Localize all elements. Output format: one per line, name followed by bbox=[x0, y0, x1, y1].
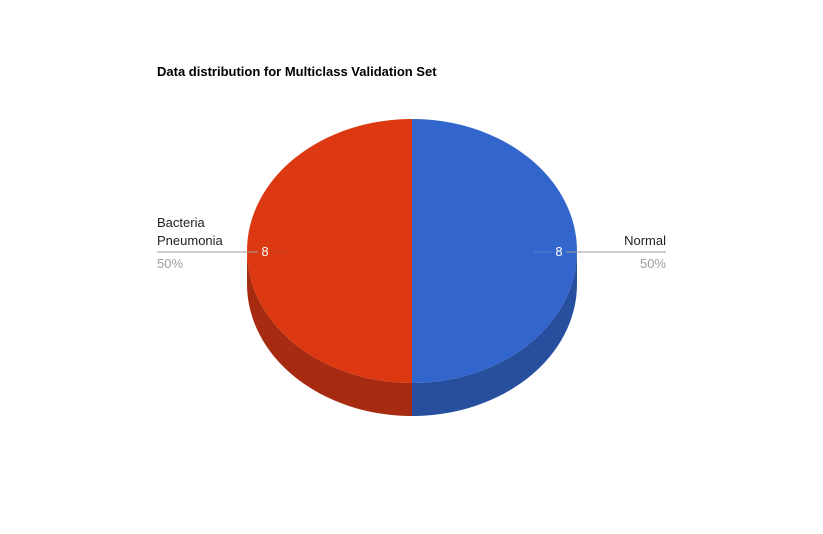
slice-value-bacteria: 8 bbox=[261, 244, 268, 259]
slice-label-normal: Normal bbox=[624, 233, 666, 248]
pie-slice-side-normal bbox=[412, 251, 577, 416]
slice-value-normal: 8 bbox=[555, 244, 562, 259]
chart-title: Data distribution for Multiclass Validat… bbox=[157, 64, 437, 79]
slice-percent-bacteria: 50% bbox=[157, 256, 183, 271]
pie-slice-normal[interactable] bbox=[412, 119, 577, 383]
pie-slice-side-bacteria bbox=[247, 251, 412, 416]
pie-slice-bacteria-pneumonia[interactable] bbox=[247, 119, 412, 383]
slice-label-bacteria-line1: Bacteria bbox=[157, 215, 205, 230]
slice-percent-normal: 50% bbox=[640, 256, 666, 271]
slice-label-bacteria-line2: Pneumonia bbox=[157, 233, 224, 248]
